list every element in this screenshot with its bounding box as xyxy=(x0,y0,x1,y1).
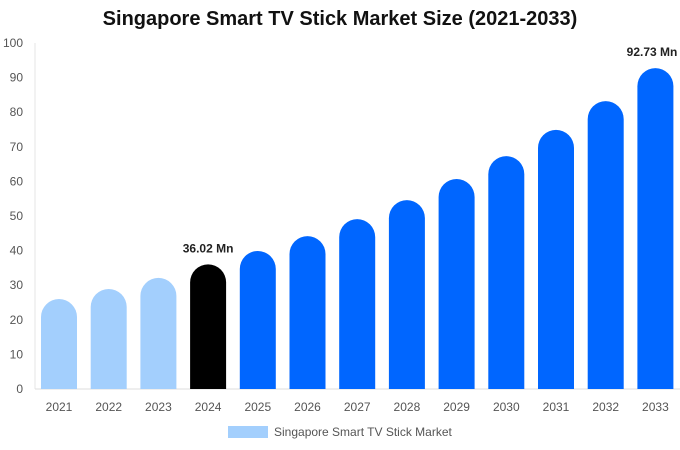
y-tick-label: 50 xyxy=(10,209,24,223)
bar-2021 xyxy=(41,299,77,389)
y-tick-label: 0 xyxy=(16,382,23,396)
chart-title: Singapore Smart TV Stick Market Size (20… xyxy=(102,8,578,30)
bar-2024 xyxy=(190,264,227,389)
bar-2030 xyxy=(488,156,525,389)
x-tick-label: 2025 xyxy=(244,400,271,414)
y-tick-label: 10 xyxy=(10,347,24,361)
x-tick-label: 2033 xyxy=(642,400,669,414)
y-tick-label: 40 xyxy=(10,244,24,258)
y-tick-label: 20 xyxy=(10,313,24,327)
legend-swatch xyxy=(228,426,268,438)
bar-2028 xyxy=(388,200,425,389)
bar-2023 xyxy=(140,277,177,389)
x-tick-label: 2027 xyxy=(344,400,371,414)
x-tick-label: 2026 xyxy=(294,400,321,414)
y-tick-label: 30 xyxy=(10,278,24,292)
y-tick-label: 70 xyxy=(10,140,24,154)
bar-2033 xyxy=(637,68,674,389)
x-tick-label: 2031 xyxy=(543,400,570,414)
x-tick-label: 2021 xyxy=(46,400,73,414)
x-tick-label: 2023 xyxy=(145,400,172,414)
bar-2032 xyxy=(587,101,624,390)
bar-2025 xyxy=(239,250,276,389)
x-tick-label: 2029 xyxy=(443,400,470,414)
x-tick-label: 2022 xyxy=(95,400,122,414)
y-tick-label: 60 xyxy=(10,174,24,188)
x-tick-label: 2024 xyxy=(195,400,222,414)
x-tick-label: 2028 xyxy=(394,400,421,414)
legend[interactable]: Singapore Smart TV Stick Market xyxy=(228,425,452,439)
data-label: 36.02 Mn xyxy=(183,241,234,255)
bar-2031 xyxy=(538,129,574,389)
bar-2029 xyxy=(438,178,475,389)
data-label: 92.73 Mn xyxy=(627,45,678,59)
y-tick-label: 90 xyxy=(10,71,24,85)
x-tick-label: 2032 xyxy=(592,400,619,414)
bar-2022 xyxy=(90,289,127,389)
y-tick-label: 100 xyxy=(3,36,23,50)
x-tick-label: 2030 xyxy=(493,400,520,414)
y-tick-label: 80 xyxy=(10,105,24,119)
legend-label: Singapore Smart TV Stick Market xyxy=(274,425,452,439)
bar-2026 xyxy=(289,236,326,389)
bar-2027 xyxy=(339,219,376,389)
